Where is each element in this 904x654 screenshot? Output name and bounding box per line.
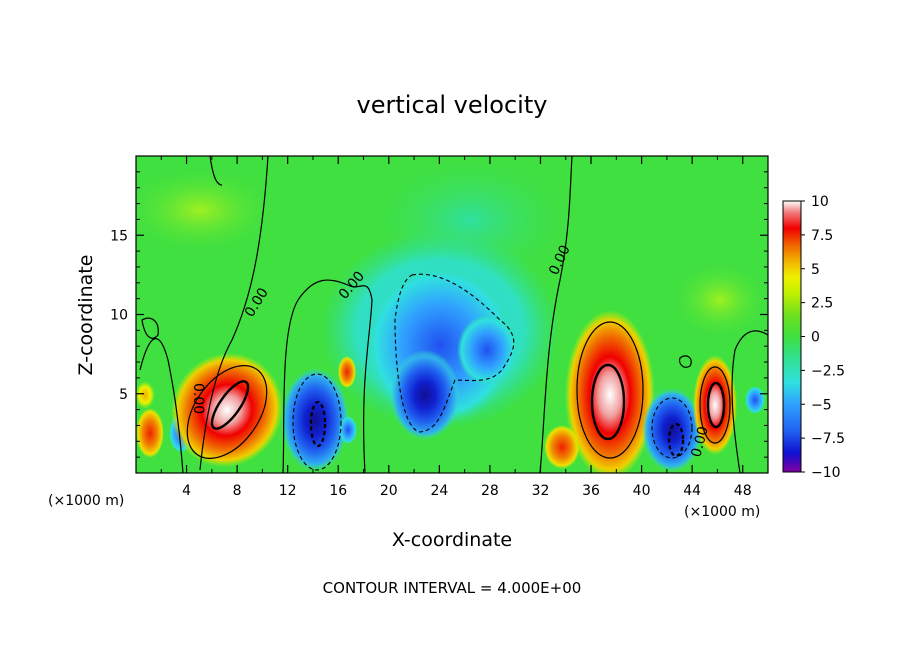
field-region — [670, 260, 768, 340]
contour-negative-strong — [667, 422, 685, 458]
colorbar-tick-label: −2.5 — [811, 363, 845, 379]
contour-zero — [209, 156, 223, 186]
contour-label: 0.00 — [688, 425, 712, 459]
contour-positive — [576, 321, 644, 459]
contour-positive — [186, 365, 268, 459]
x-unit-label-right: (×1000 m) — [684, 504, 760, 520]
updraft-region — [136, 408, 164, 458]
y-tick-label: 10 — [110, 308, 128, 324]
contour-zero — [731, 330, 768, 473]
contour-negative-strong — [309, 400, 327, 448]
contour-negative — [651, 397, 693, 459]
colorbar-tick-label: 10 — [811, 194, 829, 210]
x-unit-label-left: (×1000 m) — [48, 493, 124, 509]
colorbar-tick-label: −7.5 — [811, 431, 845, 447]
x-tick-label: 16 — [329, 483, 347, 499]
contour-zero — [679, 355, 692, 368]
contour-negative — [292, 373, 342, 471]
y-tick-label: 5 — [119, 387, 128, 403]
x-tick-label: 32 — [532, 483, 550, 499]
colorbar-gradient — [782, 200, 802, 473]
colorbar-tick-label: 5 — [811, 262, 820, 278]
colorbar-tick-label: −10 — [811, 465, 841, 481]
x-tick-label: 8 — [233, 483, 242, 499]
updraft-region — [170, 352, 284, 468]
colorbar-tick-label: 2.5 — [811, 296, 833, 312]
x-tick-label: 4 — [182, 483, 191, 499]
updraft-region — [338, 356, 356, 388]
downdraft-region — [281, 368, 349, 472]
contour-zero — [282, 279, 373, 473]
y-tick-label: 15 — [110, 228, 128, 244]
contour-positive-strong — [210, 380, 250, 430]
field-region — [136, 165, 280, 255]
x-tick-label: 48 — [734, 483, 752, 499]
colorbar-tick-label: −5 — [811, 397, 832, 413]
x-ticks: 4 8 12 16 20 24 28 32 36 40 44 48 — [160, 156, 752, 499]
colorbar-tick-label: 7.5 — [811, 228, 833, 244]
contour-negative — [394, 273, 515, 433]
x-tick-label: 20 — [380, 483, 398, 499]
contour-zero — [141, 317, 159, 339]
x-tick-label: 44 — [683, 483, 701, 499]
plot-area: 0.00 0.00 0.00 0.00 0.00 — [136, 156, 768, 473]
x-tick-label: 12 — [279, 483, 297, 499]
contour-lines-negative — [292, 273, 693, 471]
colorbar-ticks: 10 7.5 5 2.5 0 −2.5 −5 −7.5 −10 — [801, 194, 845, 481]
contour-positive-strong — [706, 381, 726, 429]
contour-zero — [539, 156, 573, 473]
x-tick-label: 24 — [430, 483, 448, 499]
y-ticks: 5 10 15 — [110, 171, 768, 458]
downdraft-region — [339, 416, 357, 444]
updraft-region — [136, 381, 155, 409]
downdraft-region — [745, 386, 765, 414]
downdraft-region — [642, 388, 702, 472]
x-tick-label: 40 — [633, 483, 651, 499]
contour-positive — [699, 366, 731, 444]
contour-positive-strong — [590, 363, 626, 441]
contour-interval-text: CONTOUR INTERVAL = 4.000E+00 — [323, 579, 582, 597]
contour-zero — [139, 338, 184, 473]
downdraft-region — [457, 315, 517, 385]
x-tick-label: 28 — [481, 483, 499, 499]
contour-zero — [199, 156, 269, 471]
contour-label: 0.00 — [190, 383, 206, 414]
contour-lines — [139, 156, 768, 473]
x-tick-label: 36 — [582, 483, 600, 499]
chart-title: vertical velocity — [357, 91, 548, 119]
updraft-region — [565, 310, 655, 473]
colorbar: 10 7.5 5 2.5 0 −2.5 −5 −7.5 −10 — [782, 194, 845, 481]
x-axis-label: X-coordinate — [392, 529, 512, 551]
colorbar-tick-label: 0 — [811, 330, 820, 346]
y-axis-label: Z-coordinate — [75, 255, 97, 376]
